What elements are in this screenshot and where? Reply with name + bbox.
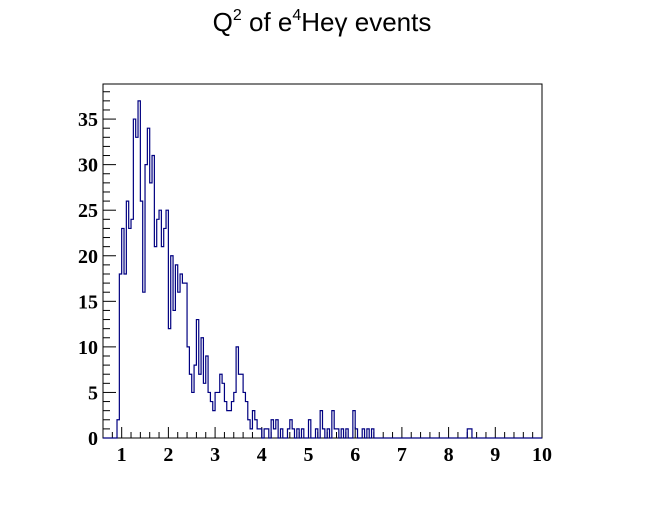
x-tick-label: 2 <box>163 444 173 466</box>
y-tick-label: 25 <box>78 200 98 222</box>
title-part-he-gamma: Heγ events <box>301 7 431 37</box>
y-tick-label: 0 <box>88 428 98 450</box>
x-tick-label: 1 <box>117 444 127 466</box>
y-tick-label: 30 <box>78 155 98 177</box>
x-tick-label: 7 <box>397 444 407 466</box>
x-tick-label: 5 <box>303 444 313 466</box>
plot-frame <box>102 83 543 439</box>
title-part-of-e: of e <box>242 7 293 37</box>
x-tick-label: 4 <box>257 444 267 466</box>
histogram-series-line <box>103 100 542 439</box>
y-tick-label: 10 <box>78 337 98 359</box>
y-tick-label: 5 <box>88 382 98 404</box>
title-part-sup-2: 2 <box>233 7 242 24</box>
y-tick-label: 20 <box>78 246 98 268</box>
x-tick-label: 3 <box>210 444 220 466</box>
x-tick-label: 9 <box>490 444 500 466</box>
title-part-q: Q <box>213 7 233 37</box>
y-tick-label: 35 <box>78 109 98 131</box>
title-part-sup-4: 4 <box>292 7 301 24</box>
x-tick-label: 6 <box>350 444 360 466</box>
chart-title: Q2 of e4Heγ events <box>213 7 432 37</box>
y-tick-label: 15 <box>78 291 98 313</box>
x-tick-label: 8 <box>444 444 454 466</box>
x-tick-label: 10 <box>532 444 552 466</box>
